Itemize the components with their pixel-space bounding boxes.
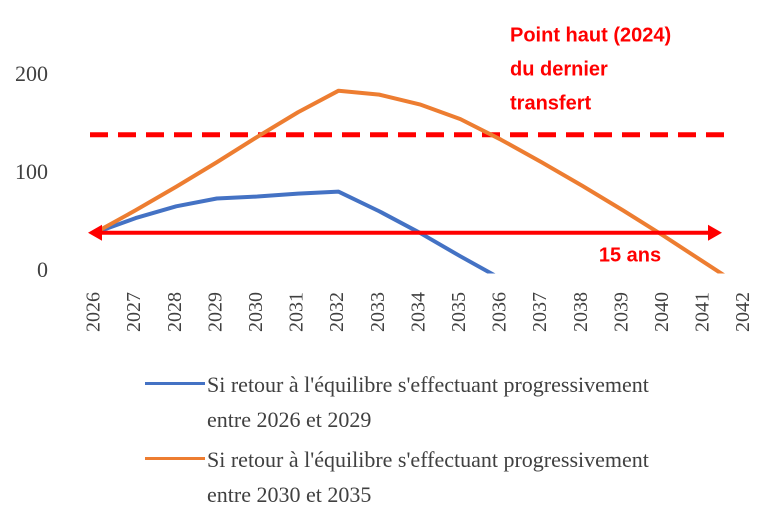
x-tick-label: 2036 bbox=[489, 292, 511, 332]
y-tick-label: 100 bbox=[15, 159, 48, 184]
x-tick-label: 2041 bbox=[692, 292, 714, 332]
x-tick-label: 2038 bbox=[570, 292, 592, 332]
x-tick-label: 2029 bbox=[204, 292, 226, 332]
legend-label: Si retour à l'équilibre s'effectuant pro… bbox=[207, 447, 649, 507]
x-tick-label: 2039 bbox=[610, 292, 632, 332]
chart: 0 100 200 2026 2027 2028 2029 2030 2031 2032 2033 2… bbox=[15, 24, 754, 332]
series-line bbox=[94, 189, 496, 274]
arrow-label: 15 ans bbox=[599, 244, 661, 266]
legend-swatch bbox=[145, 457, 205, 460]
x-tick-label: 2037 bbox=[529, 292, 551, 332]
arrow-head bbox=[708, 224, 722, 241]
annotation: du dernier bbox=[510, 58, 608, 80]
x-tick-label: 2035 bbox=[448, 292, 470, 332]
x-tick-label: 2027 bbox=[123, 292, 145, 332]
annotation: Point haut (2024) bbox=[510, 24, 671, 46]
annotation: transfert bbox=[510, 92, 591, 114]
x-tick-label: 2033 bbox=[367, 292, 389, 332]
y-tick-label: 200 bbox=[15, 61, 48, 86]
series-line bbox=[94, 88, 726, 274]
x-tick-label: 2042 bbox=[732, 292, 754, 332]
x-tick-label: 2028 bbox=[164, 292, 186, 332]
legend-swatch bbox=[145, 382, 205, 385]
arrow-head bbox=[88, 224, 102, 241]
y-tick-label: 0 bbox=[37, 257, 48, 282]
x-tick-label: 2034 bbox=[407, 292, 429, 332]
x-tick-label: 2030 bbox=[245, 292, 267, 332]
x-tick-label: 2040 bbox=[651, 292, 673, 332]
x-tick-label: 2031 bbox=[286, 292, 308, 332]
x-tick-label: 2032 bbox=[326, 292, 348, 332]
x-tick-label: 2026 bbox=[83, 292, 105, 332]
legend-label: Si retour à l'équilibre s'effectuant pro… bbox=[207, 372, 649, 432]
